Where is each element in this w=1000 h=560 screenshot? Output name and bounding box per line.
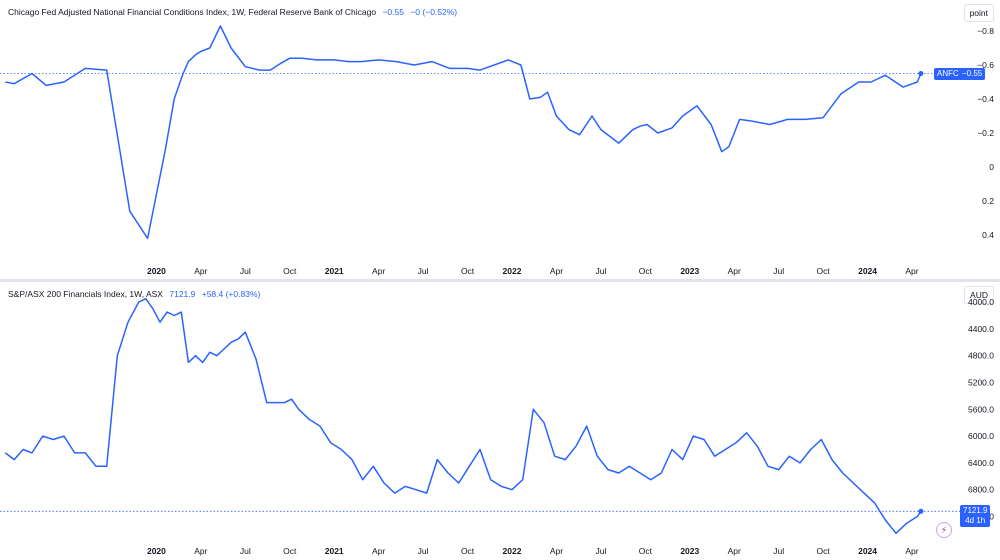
anfci-unit-button[interactable]: point: [963, 4, 994, 22]
asx-last-value: 7121.9: [963, 506, 988, 516]
y-tick-label: 4400.0: [968, 324, 994, 334]
pane-divider[interactable]: [0, 279, 1000, 282]
anfci-pane[interactable]: Chicago Fed Adjusted National Financial …: [0, 0, 1000, 280]
y-tick-label: −0.6: [977, 60, 994, 70]
anfci-series-label-tag: ANFCI: [934, 67, 964, 80]
series-line: [4, 297, 922, 535]
x-tick-label: Apr: [372, 266, 385, 276]
x-tick-label: Apr: [905, 546, 918, 556]
anfci-legend-change: −0 (−0.52%): [410, 7, 458, 17]
y-tick-label: 6800.0: [968, 485, 994, 495]
y-tick-label: −0.2: [977, 128, 994, 138]
x-tick-label: Jul: [418, 546, 429, 556]
x-tick-label: 2021: [325, 546, 344, 556]
x-tick-label: Apr: [194, 266, 207, 276]
x-tick-label: 2020: [147, 546, 166, 556]
asx-countdown: 4d 1h: [965, 516, 986, 526]
y-tick-label: 5600.0: [968, 404, 994, 414]
anfci-legend: Chicago Fed Adjusted National Financial …: [8, 7, 457, 17]
anfci-last-value-tag: −0.55: [959, 67, 986, 80]
asx-chart[interactable]: 7200.06800.06400.06000.05600.05200.04800…: [0, 282, 1000, 560]
x-tick-label: Jul: [240, 266, 251, 276]
y-tick-label: 0: [989, 162, 994, 172]
x-tick-label: Oct: [461, 266, 475, 276]
x-tick-label: 2020: [147, 266, 166, 276]
x-tick-label: Oct: [639, 266, 653, 276]
x-tick-label: Jul: [595, 546, 606, 556]
asx-last-value-tag: 7121.9 4d 1h: [960, 505, 991, 528]
x-tick-label: Oct: [283, 546, 297, 556]
x-tick-label: 2021: [325, 266, 344, 276]
last-point: [918, 71, 924, 76]
x-tick-label: Oct: [816, 266, 830, 276]
asx-legend-value: 7121.9: [169, 289, 196, 299]
x-tick-label: Apr: [550, 546, 563, 556]
x-tick-label: Oct: [283, 266, 297, 276]
x-tick-label: Apr: [550, 266, 563, 276]
anfci-legend-value: −0.55: [382, 7, 404, 17]
y-tick-label: 4000.0: [968, 297, 994, 307]
x-tick-label: Oct: [816, 546, 830, 556]
asx-unit-button[interactable]: AUD: [964, 286, 994, 304]
x-tick-label: Apr: [194, 546, 207, 556]
y-tick-label: 6400.0: [968, 458, 994, 468]
x-tick-label: Jul: [418, 266, 429, 276]
y-tick-label: 6000.0: [968, 431, 994, 441]
asx-pane[interactable]: S&P/ASX 200 Financials Index, 1W, ASX 71…: [0, 282, 1000, 560]
anfci-chart[interactable]: −0.8 −0.6 −0.4 −0.2 0 0.2 0.4 2020 Apr Jul Oct 2021…: [0, 0, 1000, 280]
y-tick-label: −0.8: [977, 26, 994, 36]
x-tick-label: 2023: [680, 546, 699, 556]
y-tick-label: 4800.0: [968, 351, 994, 361]
x-tick-label: Apr: [728, 266, 741, 276]
x-tick-label: Jul: [773, 546, 784, 556]
x-tick-label: 2022: [503, 546, 522, 556]
x-tick-label: 2024: [858, 546, 877, 556]
x-tick-label: Jul: [595, 266, 606, 276]
series-line: [5, 25, 922, 240]
x-tick-label: Apr: [905, 266, 918, 276]
lightning-icon[interactable]: ⚡: [936, 522, 952, 538]
y-tick-label: −0.4: [977, 94, 994, 104]
y-tick-label: 5200.0: [968, 377, 994, 387]
y-tick-label: 0.4: [982, 230, 994, 240]
x-tick-label: 2022: [503, 266, 522, 276]
x-tick-label: Apr: [372, 546, 385, 556]
x-tick-label: Oct: [639, 546, 653, 556]
y-tick-label: 0.2: [982, 196, 994, 206]
asx-legend-change: +58.4 (+0.83%): [201, 289, 261, 299]
asx-legend-title: S&P/ASX 200 Financials Index, 1W, ASX: [8, 289, 163, 299]
x-tick-label: Apr: [728, 546, 741, 556]
asx-legend: S&P/ASX 200 Financials Index, 1W, ASX 71…: [8, 289, 260, 299]
anfci-legend-title: Chicago Fed Adjusted National Financial …: [8, 7, 377, 17]
x-tick-label: Jul: [773, 266, 784, 276]
x-tick-label: 2024: [858, 266, 877, 276]
x-tick-label: 2023: [680, 266, 699, 276]
x-tick-label: Oct: [461, 546, 475, 556]
x-tick-label: Jul: [240, 546, 251, 556]
last-point: [918, 508, 924, 514]
